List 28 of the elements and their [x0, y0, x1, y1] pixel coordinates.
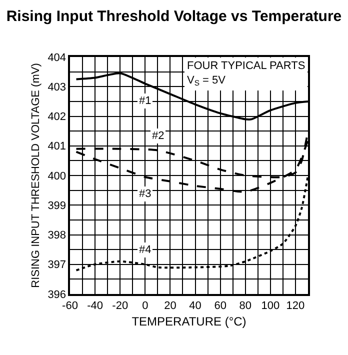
x-tick-label: 40: [189, 300, 202, 312]
y-tick-label: 404: [48, 52, 66, 64]
series-label: #3: [139, 188, 152, 200]
x-tick-label: 20: [164, 300, 176, 312]
y-axis-title: RISING INPUT THRESHOLD VOLTAGE (mV): [30, 63, 42, 288]
series-label: #1: [139, 95, 152, 107]
y-tick-label: 399: [48, 200, 66, 212]
x-tick-label: -40: [87, 300, 104, 312]
x-axis-title: TEMPERATURE (°C): [132, 314, 246, 328]
series-label: #4: [139, 244, 152, 256]
x-tick-label: -60: [62, 300, 78, 312]
x-tick-label: 80: [239, 300, 252, 312]
annotation: FOUR TYPICAL PARTS: [187, 60, 306, 72]
y-tick-label: 397: [48, 259, 66, 272]
y-tick-label: 400: [48, 170, 66, 182]
x-tick-label: 60: [214, 300, 226, 312]
y-tick-label: 398: [48, 230, 66, 242]
x-tick-label: 100: [261, 300, 280, 312]
x-tick-label: 0: [142, 300, 148, 312]
y-tick-label: 401: [48, 140, 66, 153]
x-tick-label: 120: [286, 300, 305, 312]
y-tick-label: 402: [48, 111, 66, 124]
x-tick-label: -20: [112, 300, 128, 312]
annotation: V$_{S}$ = 5V: [187, 74, 226, 88]
chart-title: Rising Input Threshold Voltage vs Temperature: [6, 8, 342, 26]
series-label: #2: [152, 130, 164, 142]
y-tick-label: 396: [48, 288, 66, 301]
y-tick-label: 403: [48, 81, 66, 94]
